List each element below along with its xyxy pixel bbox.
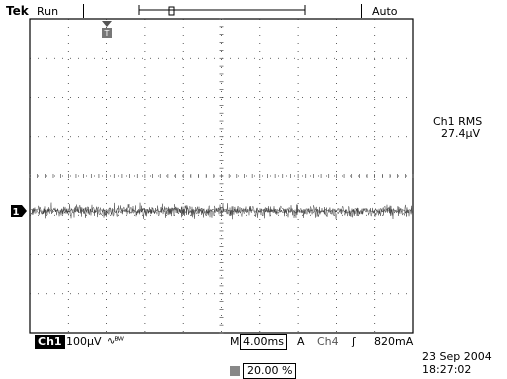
vertical-scale: 100µV bbox=[66, 335, 102, 348]
measurement-value: 27.4µV bbox=[441, 127, 481, 140]
date-stamp: 23 Sep 2004 bbox=[422, 350, 492, 363]
trigger-position-value: 20.00 % bbox=[243, 363, 297, 379]
trace-path bbox=[30, 202, 413, 220]
bandwidth-limit-icon: ∿ᴮᵂ bbox=[107, 336, 124, 347]
record-window-indicator bbox=[138, 5, 306, 16]
noise-trace bbox=[30, 202, 413, 220]
status-bar: Tek Run Auto bbox=[0, 0, 507, 20]
trace-path bbox=[31, 206, 413, 216]
channel-label[interactable]: Ch1 bbox=[35, 335, 65, 349]
measurement-label: Ch1 RMS bbox=[433, 115, 483, 128]
svg-text:1: 1 bbox=[13, 207, 20, 218]
svg-text:T: T bbox=[104, 29, 110, 38]
trigger-source: Ch4 bbox=[317, 335, 339, 348]
graticule-grid bbox=[29, 18, 414, 334]
rising-edge-icon: ʃ bbox=[352, 335, 356, 348]
timebase-value: 4.00ms bbox=[240, 334, 287, 350]
trigger-position-icon bbox=[230, 366, 240, 376]
trigger-mode: Auto bbox=[372, 5, 398, 18]
trigger-position-marker: T bbox=[102, 21, 112, 38]
trigger-type: A bbox=[297, 335, 305, 348]
status-divider bbox=[361, 4, 362, 18]
ch1-ground-marker[interactable]: 1 bbox=[11, 205, 27, 218]
timebase-prefix: M bbox=[230, 335, 240, 348]
trigger-level: 820mA bbox=[374, 335, 414, 348]
acquisition-state: Run bbox=[37, 5, 59, 18]
brand-label: Tek bbox=[6, 4, 29, 18]
time-stamp: 18:27:02 bbox=[422, 363, 472, 376]
status-divider bbox=[83, 4, 84, 18]
